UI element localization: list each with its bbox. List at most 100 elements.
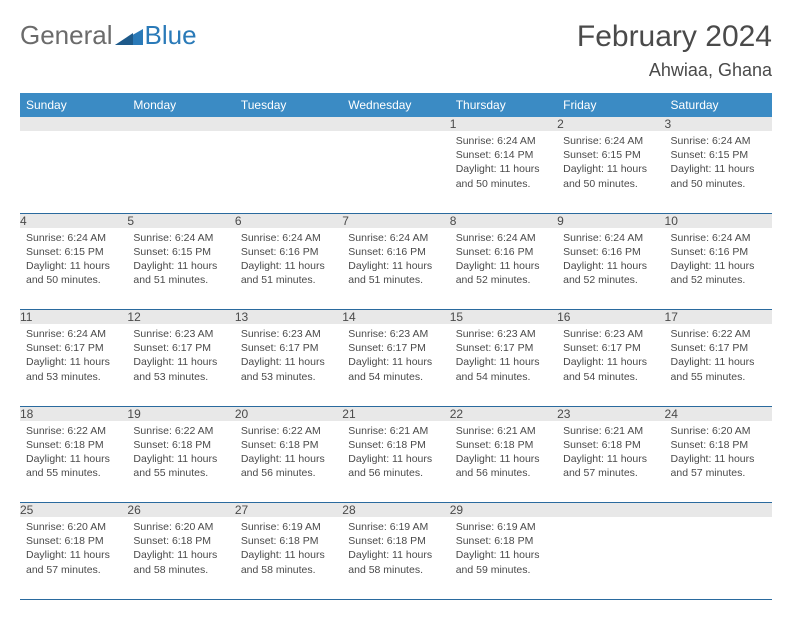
day-cell: Sunrise: 6:24 AMSunset: 6:16 PMDaylight:…: [342, 228, 449, 310]
day-cell: Sunrise: 6:24 AMSunset: 6:14 PMDaylight:…: [450, 131, 557, 213]
day-cell: Sunrise: 6:23 AMSunset: 6:17 PMDaylight:…: [127, 324, 234, 406]
empty-cell: [235, 117, 342, 131]
empty-cell: [665, 503, 772, 518]
title-block: February 2024 Ahwiaa, Ghana: [577, 20, 772, 81]
day-cell: Sunrise: 6:21 AMSunset: 6:18 PMDaylight:…: [557, 421, 664, 503]
weekday-header: Saturday: [665, 93, 772, 117]
day-details: Sunrise: 6:24 AMSunset: 6:15 PMDaylight:…: [20, 228, 127, 294]
empty-cell: [557, 503, 664, 518]
weekday-header-row: Sunday Monday Tuesday Wednesday Thursday…: [20, 93, 772, 117]
day-details: Sunrise: 6:22 AMSunset: 6:18 PMDaylight:…: [127, 421, 234, 487]
day-number: 3: [665, 117, 772, 131]
day-cell: Sunrise: 6:24 AMSunset: 6:16 PMDaylight:…: [665, 228, 772, 310]
day-number: 28: [342, 503, 449, 518]
day-details: Sunrise: 6:24 AMSunset: 6:17 PMDaylight:…: [20, 324, 127, 390]
weekday-header: Friday: [557, 93, 664, 117]
day-details: Sunrise: 6:21 AMSunset: 6:18 PMDaylight:…: [557, 421, 664, 487]
weekday-header: Tuesday: [235, 93, 342, 117]
day-cell: Sunrise: 6:24 AMSunset: 6:15 PMDaylight:…: [557, 131, 664, 213]
day-number: 8: [450, 213, 557, 228]
weekday-header: Wednesday: [342, 93, 449, 117]
calendar-table: Sunday Monday Tuesday Wednesday Thursday…: [20, 93, 772, 600]
day-cell: Sunrise: 6:19 AMSunset: 6:18 PMDaylight:…: [450, 517, 557, 599]
week-row: Sunrise: 6:20 AMSunset: 6:18 PMDaylight:…: [20, 517, 772, 599]
day-details: Sunrise: 6:23 AMSunset: 6:17 PMDaylight:…: [450, 324, 557, 390]
logo: General Blue: [20, 20, 197, 51]
day-number: 15: [450, 310, 557, 325]
day-cell: Sunrise: 6:24 AMSunset: 6:16 PMDaylight:…: [235, 228, 342, 310]
day-number: 24: [665, 406, 772, 421]
day-details: Sunrise: 6:23 AMSunset: 6:17 PMDaylight:…: [557, 324, 664, 390]
day-number: 2: [557, 117, 664, 131]
header: General Blue February 2024 Ahwiaa, Ghana: [20, 20, 772, 81]
day-cell: Sunrise: 6:24 AMSunset: 6:16 PMDaylight:…: [450, 228, 557, 310]
day-details: Sunrise: 6:24 AMSunset: 6:16 PMDaylight:…: [665, 228, 772, 294]
day-cell: Sunrise: 6:24 AMSunset: 6:15 PMDaylight:…: [665, 131, 772, 213]
day-number: 19: [127, 406, 234, 421]
day-details: Sunrise: 6:24 AMSunset: 6:16 PMDaylight:…: [450, 228, 557, 294]
day-cell: Sunrise: 6:20 AMSunset: 6:18 PMDaylight:…: [127, 517, 234, 599]
day-details: Sunrise: 6:23 AMSunset: 6:17 PMDaylight:…: [127, 324, 234, 390]
day-cell: Sunrise: 6:24 AMSunset: 6:17 PMDaylight:…: [20, 324, 127, 406]
week-row: Sunrise: 6:24 AMSunset: 6:17 PMDaylight:…: [20, 324, 772, 406]
day-details: Sunrise: 6:22 AMSunset: 6:18 PMDaylight:…: [235, 421, 342, 487]
week-row: Sunrise: 6:22 AMSunset: 6:18 PMDaylight:…: [20, 421, 772, 503]
day-number: 27: [235, 503, 342, 518]
day-number: 21: [342, 406, 449, 421]
day-number: 22: [450, 406, 557, 421]
day-number: 20: [235, 406, 342, 421]
day-details: Sunrise: 6:24 AMSunset: 6:16 PMDaylight:…: [235, 228, 342, 294]
day-details: Sunrise: 6:24 AMSunset: 6:15 PMDaylight:…: [557, 131, 664, 197]
empty-cell: [342, 131, 449, 213]
day-number: 16: [557, 310, 664, 325]
day-number: 29: [450, 503, 557, 518]
day-details: Sunrise: 6:24 AMSunset: 6:15 PMDaylight:…: [665, 131, 772, 197]
day-cell: Sunrise: 6:22 AMSunset: 6:18 PMDaylight:…: [235, 421, 342, 503]
day-cell: Sunrise: 6:21 AMSunset: 6:18 PMDaylight:…: [450, 421, 557, 503]
day-details: Sunrise: 6:20 AMSunset: 6:18 PMDaylight:…: [20, 517, 127, 583]
week-row: Sunrise: 6:24 AMSunset: 6:14 PMDaylight:…: [20, 131, 772, 213]
daynum-row: 45678910: [20, 213, 772, 228]
logo-text-blue: Blue: [145, 20, 197, 51]
empty-cell: [342, 117, 449, 131]
day-details: Sunrise: 6:20 AMSunset: 6:18 PMDaylight:…: [665, 421, 772, 487]
day-cell: Sunrise: 6:23 AMSunset: 6:17 PMDaylight:…: [342, 324, 449, 406]
day-cell: Sunrise: 6:22 AMSunset: 6:18 PMDaylight:…: [127, 421, 234, 503]
daynum-row: 11121314151617: [20, 310, 772, 325]
day-details: Sunrise: 6:24 AMSunset: 6:16 PMDaylight:…: [557, 228, 664, 294]
day-number: 18: [20, 406, 127, 421]
day-details: Sunrise: 6:20 AMSunset: 6:18 PMDaylight:…: [127, 517, 234, 583]
empty-cell: [557, 517, 664, 599]
day-number: 7: [342, 213, 449, 228]
day-number: 4: [20, 213, 127, 228]
day-cell: Sunrise: 6:24 AMSunset: 6:15 PMDaylight:…: [20, 228, 127, 310]
day-details: Sunrise: 6:19 AMSunset: 6:18 PMDaylight:…: [235, 517, 342, 583]
day-number: 13: [235, 310, 342, 325]
day-number: 23: [557, 406, 664, 421]
page-title: February 2024: [577, 20, 772, 54]
empty-cell: [20, 117, 127, 131]
day-cell: Sunrise: 6:23 AMSunset: 6:17 PMDaylight:…: [235, 324, 342, 406]
day-number: 17: [665, 310, 772, 325]
empty-cell: [127, 131, 234, 213]
day-number: 25: [20, 503, 127, 518]
day-cell: Sunrise: 6:23 AMSunset: 6:17 PMDaylight:…: [557, 324, 664, 406]
day-details: Sunrise: 6:21 AMSunset: 6:18 PMDaylight:…: [450, 421, 557, 487]
day-number: 11: [20, 310, 127, 325]
logo-text-general: General: [20, 20, 113, 51]
week-row: Sunrise: 6:24 AMSunset: 6:15 PMDaylight:…: [20, 228, 772, 310]
day-cell: Sunrise: 6:20 AMSunset: 6:18 PMDaylight:…: [665, 421, 772, 503]
day-number: 14: [342, 310, 449, 325]
day-details: Sunrise: 6:19 AMSunset: 6:18 PMDaylight:…: [450, 517, 557, 583]
day-cell: Sunrise: 6:22 AMSunset: 6:18 PMDaylight:…: [20, 421, 127, 503]
day-cell: Sunrise: 6:23 AMSunset: 6:17 PMDaylight:…: [450, 324, 557, 406]
day-details: Sunrise: 6:22 AMSunset: 6:18 PMDaylight:…: [20, 421, 127, 487]
day-cell: Sunrise: 6:20 AMSunset: 6:18 PMDaylight:…: [20, 517, 127, 599]
day-number: 26: [127, 503, 234, 518]
empty-cell: [127, 117, 234, 131]
day-number: 9: [557, 213, 664, 228]
logo-triangle-icon: [115, 27, 143, 45]
day-number: 5: [127, 213, 234, 228]
day-number: 12: [127, 310, 234, 325]
day-details: Sunrise: 6:21 AMSunset: 6:18 PMDaylight:…: [342, 421, 449, 487]
